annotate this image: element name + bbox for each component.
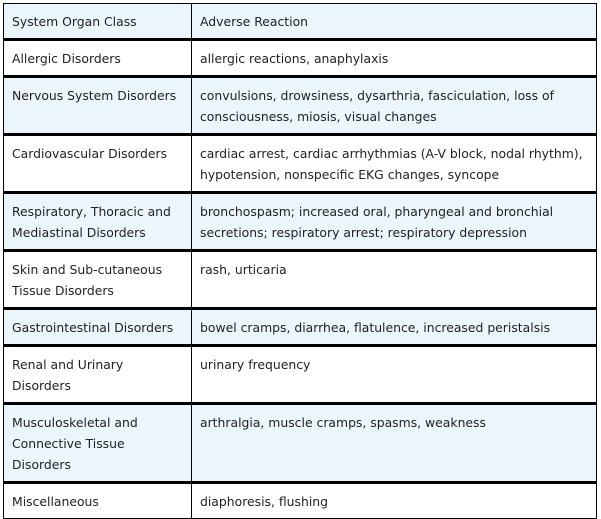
reaction-cell: convulsions, drowsiness, dysarthria, fas… xyxy=(191,76,597,135)
organ-class-cell: Cardiovascular Disorders xyxy=(3,134,192,193)
organ-class-cell: Nervous System Disorders xyxy=(3,76,192,135)
organ-class-cell: Allergic Disorders xyxy=(3,39,192,77)
column-header-adverse-reaction: Adverse Reaction xyxy=(191,3,597,40)
table-row: Gastrointestinal Disorders bowel cramps, … xyxy=(3,308,597,346)
reaction-cell: arthralgia, muscle cramps, spasms, weakn… xyxy=(191,403,597,483)
organ-class-cell: Musculoskeletal and Connective Tissue Di… xyxy=(3,403,192,483)
column-header-system-organ-class: System Organ Class xyxy=(3,3,192,40)
table-row: Nervous System Disorders convulsions, dro… xyxy=(3,76,597,135)
table-row: Allergic Disorders allergic reactions, an… xyxy=(3,39,597,77)
reaction-cell: diaphoresis, flushing xyxy=(191,482,597,519)
reaction-cell: bronchospasm; increased oral, pharyngeal… xyxy=(191,192,597,251)
organ-class-cell: Gastrointestinal Disorders xyxy=(3,308,192,346)
reaction-cell: allergic reactions, anaphylaxis xyxy=(191,39,597,77)
organ-class-cell: Skin and Sub-cutaneous Tissue Disorders xyxy=(3,250,192,309)
table-header-row: System Organ Class Adverse Reaction xyxy=(3,3,597,40)
organ-class-cell: Renal and Urinary Disorders xyxy=(3,345,192,404)
reaction-cell: urinary frequency xyxy=(191,345,597,404)
table-row: Musculoskeletal and Connective Tissue Di… xyxy=(3,403,597,483)
table-row: Respiratory, Thoracic and Mediastinal Di… xyxy=(3,192,597,251)
table-row: Renal and Urinary Disorders urinary frequ… xyxy=(3,345,597,404)
table-row: Skin and Sub-cutaneous Tissue Disorders r… xyxy=(3,250,597,309)
table-row: Miscellaneous diaphoresis, flushing xyxy=(3,482,597,519)
reaction-cell: rash, urticaria xyxy=(191,250,597,309)
table-row: Cardiovascular Disorders cardiac arrest, … xyxy=(3,134,597,193)
reaction-cell: cardiac arrest, cardiac arrhythmias (A-V… xyxy=(191,134,597,193)
adverse-reactions-table: System Organ Class Adverse Reaction Alle… xyxy=(3,3,597,519)
organ-class-cell: Respiratory, Thoracic and Mediastinal Di… xyxy=(3,192,192,251)
organ-class-cell: Miscellaneous xyxy=(3,482,192,519)
reaction-cell: bowel cramps, diarrhea, flatulence, incr… xyxy=(191,308,597,346)
